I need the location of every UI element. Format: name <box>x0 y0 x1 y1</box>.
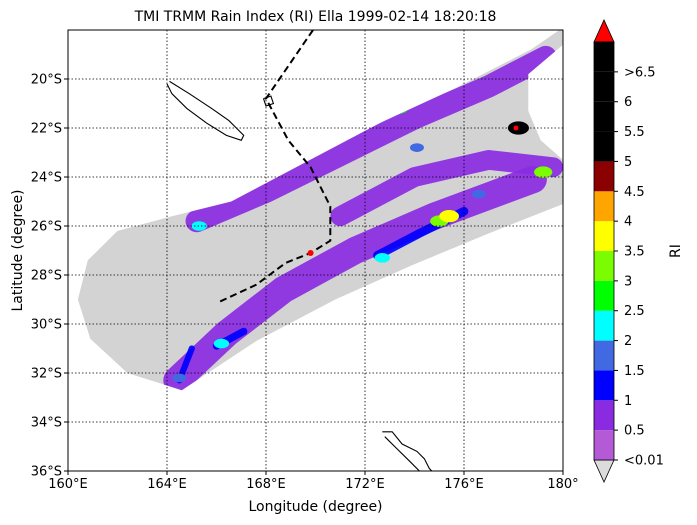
colorbar-segment <box>594 251 614 281</box>
rain-cell <box>374 253 391 263</box>
colorbar-tick-label: 0.5 <box>624 424 645 439</box>
colorbar-segment <box>594 42 614 72</box>
x-axis-label: Longitude (degree) <box>248 499 382 515</box>
colorbar-tick-label: 1.5 <box>624 364 645 379</box>
y-tick-label: 22°S <box>31 122 62 137</box>
colorbar-tick-label: 4 <box>624 215 632 230</box>
rain-cell <box>439 210 459 223</box>
colorbar-segment <box>594 191 614 222</box>
colorbar-tick-label: >6.5 <box>624 65 656 80</box>
colorbar-tick-label: 6 <box>624 95 632 110</box>
colorbar-segment <box>594 280 614 311</box>
colorbar-tick-label: 3.5 <box>624 245 645 260</box>
colorbar-tick-label: <0.01 <box>624 454 664 469</box>
colorbar-tick-label: 5.5 <box>624 125 645 140</box>
rain-band-outer-band <box>185 45 557 233</box>
rain-cell <box>410 143 424 152</box>
y-tick-label: 36°S <box>31 465 62 480</box>
rain-cell <box>534 166 553 178</box>
map-plot-area <box>68 30 563 471</box>
colorbar-label: RI <box>668 244 684 258</box>
colorbar: <0.01 0.5 1 1.5 2 2.5 3 3.5 4 4.5 5 5.5 6 >6.5 <box>593 19 664 483</box>
colorbar-under-triangle <box>593 459 615 483</box>
y-tick-label: 24°S <box>31 171 62 186</box>
colorbar-segment <box>594 71 614 102</box>
longitude-ticks: 160°E 164°E 168°E 172°E 176°E 180° <box>48 471 579 492</box>
coastline-north-island-nz <box>382 431 433 471</box>
storm-track <box>218 30 332 303</box>
latitude-ticks: 20°S 22°S 24°S 26°S 28°S 30°S 32°S 34°S 36°S <box>31 73 68 480</box>
colorbar-tick-label: 3 <box>624 274 632 289</box>
x-tick-label: 180° <box>547 477 578 492</box>
colorbar-outline <box>593 41 615 461</box>
colorbar-segment <box>594 101 614 132</box>
colorbar-segment <box>594 430 614 460</box>
x-tick-label: 160°E <box>48 477 88 492</box>
map-frame <box>67 29 564 472</box>
colorbar-segment <box>594 340 614 371</box>
colorbar-segment <box>594 310 614 341</box>
colorbar-tick-label: 1 <box>624 394 632 409</box>
y-tick-label: 26°S <box>31 220 62 235</box>
coastlines <box>166 80 433 471</box>
rain-cell <box>191 221 207 231</box>
colorbar-tick-label: 2 <box>624 334 632 349</box>
coastline-new-caledonia <box>166 80 245 141</box>
tmi-swath <box>77 30 563 391</box>
colorbar-segment <box>594 221 614 251</box>
rain-cell <box>213 338 230 349</box>
colorbar-segment <box>594 370 614 401</box>
colorbar-over-triangle <box>593 19 615 43</box>
plot-title: TMI TRMM Rain Index (RI) Ella 1999-02-14… <box>134 9 497 25</box>
y-tick-label: 20°S <box>31 73 62 88</box>
map-grid <box>68 30 563 471</box>
y-axis-label: Latitude (degree) <box>10 189 26 311</box>
rain-cell <box>471 189 486 199</box>
coastline-loyalty-islands <box>262 95 275 107</box>
storm-center-marker <box>307 249 314 256</box>
y-tick-label: 30°S <box>31 318 62 333</box>
y-tick-label: 28°S <box>31 269 62 284</box>
secondary-rain-marker <box>513 125 519 131</box>
y-tick-label: 32°S <box>31 367 62 382</box>
x-tick-label: 176°E <box>444 477 484 492</box>
colorbar-segment <box>594 161 614 192</box>
colorbar-tick-label: 2.5 <box>624 304 645 319</box>
colorbar-segment <box>594 400 614 431</box>
x-tick-label: 168°E <box>246 477 286 492</box>
x-tick-label: 172°E <box>345 477 385 492</box>
x-tick-label: 164°E <box>147 477 187 492</box>
colorbar-tick-label: 5 <box>624 155 632 170</box>
colorbar-segment <box>594 131 614 162</box>
rain-cell <box>172 373 187 383</box>
colorbar-tick-label: 4.5 <box>624 185 645 200</box>
y-tick-label: 34°S <box>31 416 62 431</box>
rain-band-eastern-band <box>330 149 563 227</box>
